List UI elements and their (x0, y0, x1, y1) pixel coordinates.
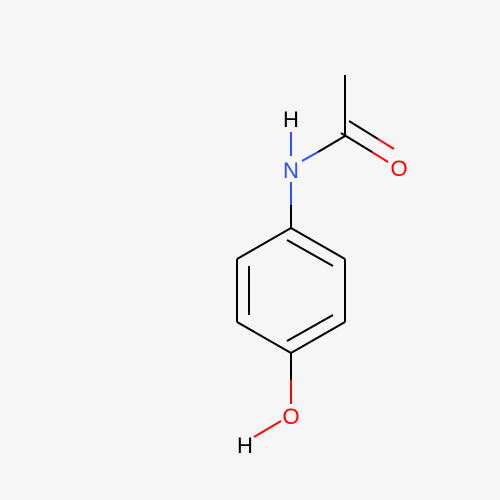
molecule-diagram: N H O O H (0, 0, 500, 500)
atom-h-n: H (283, 107, 299, 132)
atom-o-hydroxyl: O (282, 404, 299, 429)
atom-o-carbonyl: O (390, 156, 407, 181)
canvas-background (0, 0, 500, 500)
atom-nitrogen: N (283, 158, 299, 183)
atom-h-o: H (237, 433, 253, 458)
